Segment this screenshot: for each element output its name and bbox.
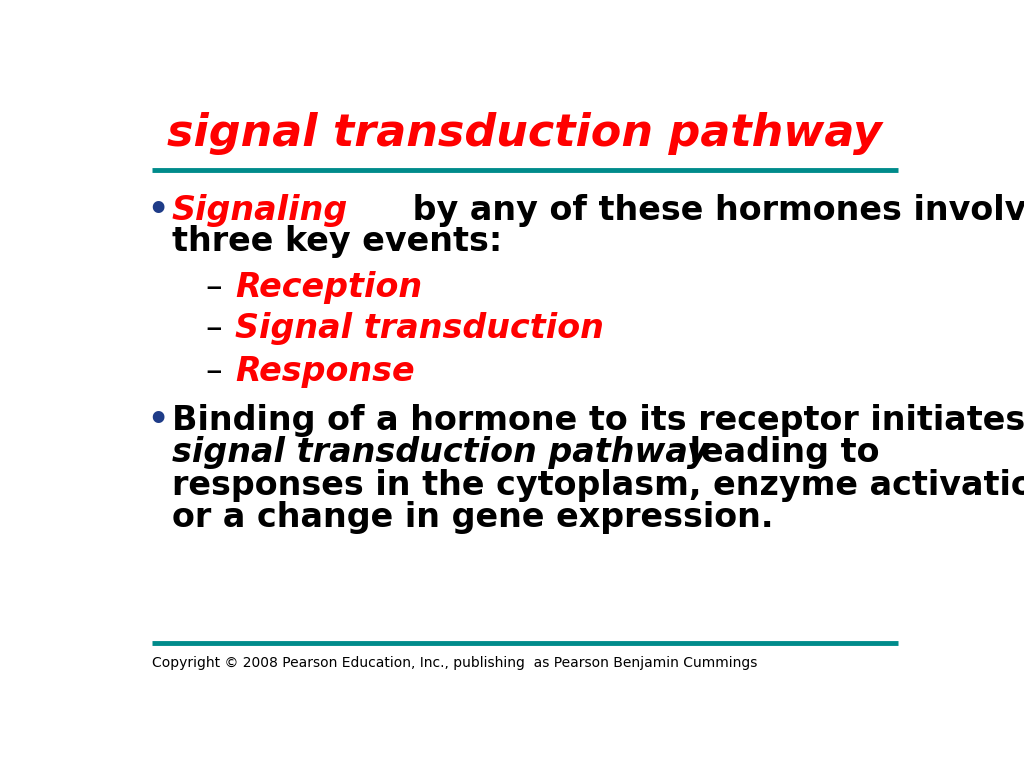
Text: Response: Response: [236, 355, 415, 388]
Text: –: –: [206, 355, 222, 388]
Text: Signaling: Signaling: [172, 194, 348, 227]
Text: •: •: [147, 194, 169, 227]
Text: leading to: leading to: [679, 436, 880, 469]
Text: –: –: [206, 271, 222, 304]
Text: Signal transduction: Signal transduction: [236, 313, 604, 345]
Text: Reception: Reception: [236, 271, 422, 304]
Text: •: •: [147, 404, 169, 437]
Text: or a change in gene expression.: or a change in gene expression.: [172, 502, 773, 535]
Text: signal transduction pathway: signal transduction pathway: [167, 112, 883, 155]
Text: responses in the cytoplasm, enzyme activation,: responses in the cytoplasm, enzyme activ…: [172, 469, 1024, 502]
Text: Binding of a hormone to its receptor initiates a: Binding of a hormone to its receptor ini…: [172, 404, 1024, 437]
Text: three key events:: three key events:: [172, 225, 502, 258]
Text: signal transduction pathway: signal transduction pathway: [172, 436, 709, 469]
Text: –: –: [206, 313, 222, 345]
Text: Copyright © 2008 Pearson Education, Inc., publishing  as Pearson Benjamin Cummin: Copyright © 2008 Pearson Education, Inc.…: [152, 656, 757, 670]
Text: by any of these hormones involves: by any of these hormones involves: [400, 194, 1024, 227]
